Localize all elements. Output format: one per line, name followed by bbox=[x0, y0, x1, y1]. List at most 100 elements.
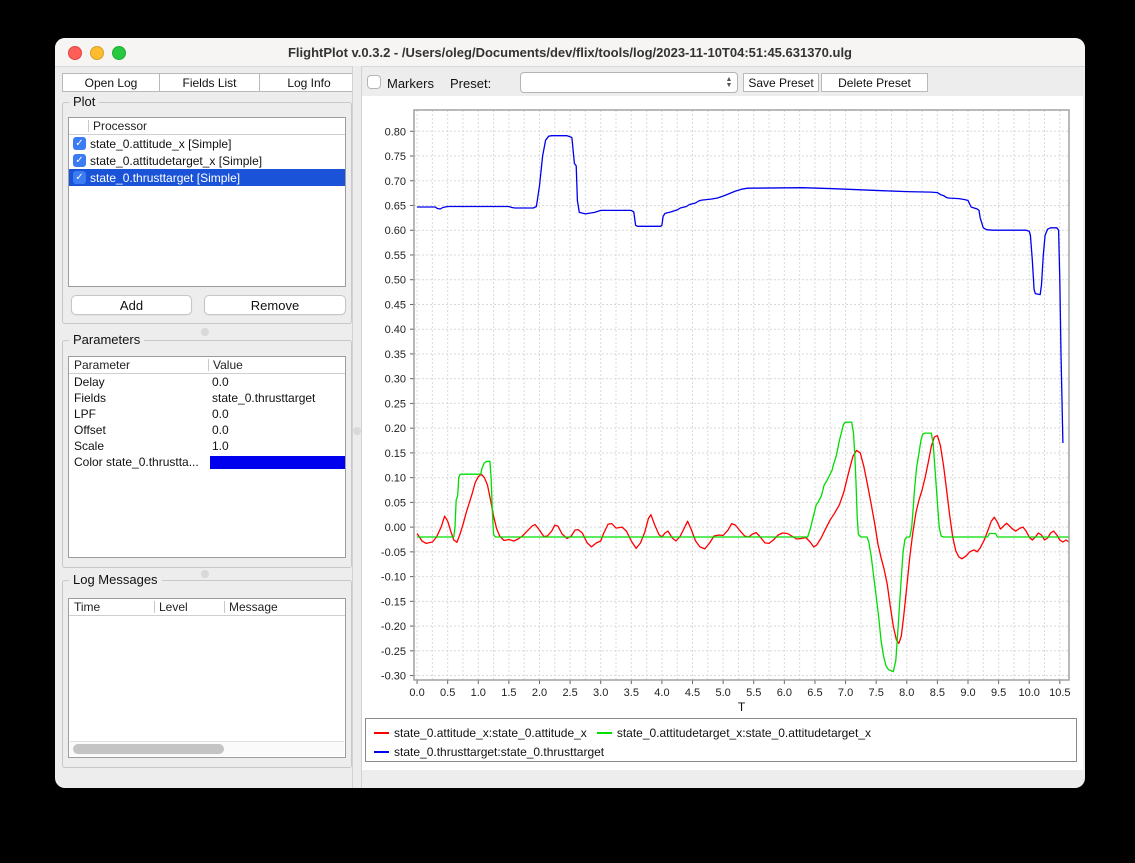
x-axis-tick-label: 6.0 bbox=[777, 687, 792, 699]
parameter-row[interactable]: Offset0.0 bbox=[69, 422, 345, 438]
y-axis-tick-label: 0.05 bbox=[385, 497, 406, 509]
log-messages-table[interactable]: Time Level Message bbox=[68, 598, 346, 758]
chart-legend: state_0.attitude_x:state_0.attitude_xsta… bbox=[365, 718, 1077, 762]
legend-entry: state_0.thrusttarget:state_0.thrusttarge… bbox=[374, 745, 604, 759]
plot-group-title: Plot bbox=[69, 94, 99, 109]
legend-line-swatch-icon bbox=[597, 732, 612, 734]
combobox-stepper-icon[interactable]: ▲▼ bbox=[721, 73, 737, 92]
horizontal-splitter-grip[interactable] bbox=[201, 328, 209, 336]
time-column-header[interactable]: Time bbox=[69, 600, 154, 614]
plot-group: Plot Processor ✓state_0.attitude_x [Simp… bbox=[62, 102, 352, 324]
save-preset-button[interactable]: Save Preset bbox=[743, 73, 819, 92]
x-axis-tick-label: 5.0 bbox=[715, 687, 730, 699]
flightplot-window: FlightPlot v.0.3.2 - /Users/oleg/Documen… bbox=[55, 38, 1085, 788]
parameter-column-header[interactable]: Parameter bbox=[69, 358, 208, 372]
legend-label: state_0.attitudetarget_x:state_0.attitud… bbox=[617, 726, 871, 740]
y-axis-tick-label: 0.75 bbox=[385, 151, 406, 163]
parameters-group: Parameters Parameter Value Delay0.0Field… bbox=[62, 340, 352, 568]
horizontal-splitter-grip[interactable] bbox=[201, 570, 209, 578]
level-column-header[interactable]: Level bbox=[155, 600, 224, 614]
vertical-splitter-grip[interactable] bbox=[353, 427, 361, 435]
flight-data-chart[interactable]: 0.00.51.01.52.02.53.03.54.04.55.05.56.06… bbox=[362, 96, 1083, 716]
plot-list-row[interactable]: ✓state_0.thrusttarget [Simple] bbox=[69, 169, 345, 186]
x-axis-tick-label: 9.5 bbox=[991, 687, 1006, 699]
x-axis-tick-label: 7.0 bbox=[838, 687, 853, 699]
y-axis-tick-label: -0.10 bbox=[381, 572, 406, 584]
parameter-value: 0.0 bbox=[208, 375, 229, 389]
markers-checkbox[interactable] bbox=[367, 75, 381, 89]
x-axis-tick-label: 3.0 bbox=[593, 687, 608, 699]
parameter-row[interactable]: Scale1.0 bbox=[69, 438, 345, 454]
y-axis-tick-label: 0.25 bbox=[385, 398, 406, 410]
x-axis-tick-label: 10.0 bbox=[1018, 687, 1039, 699]
x-axis-tick-label: 9.0 bbox=[960, 687, 975, 699]
plot-item-checkbox[interactable]: ✓ bbox=[73, 171, 86, 184]
plot-item-label: state_0.attitude_x [Simple] bbox=[90, 137, 231, 151]
plot-item-checkbox[interactable]: ✓ bbox=[73, 137, 86, 150]
parameter-row[interactable]: Delay0.0 bbox=[69, 374, 345, 390]
plot-list-row[interactable]: ✓ state_0.attitude_x [Simple] bbox=[69, 135, 345, 152]
horizontal-scrollbar[interactable] bbox=[70, 741, 344, 756]
parameter-row[interactable]: Fieldsstate_0.thrusttarget bbox=[69, 390, 345, 406]
scrollbar-thumb[interactable] bbox=[73, 744, 224, 754]
remove-button[interactable]: Remove bbox=[204, 295, 346, 315]
open-log-button[interactable]: Open Log bbox=[62, 73, 160, 92]
close-window-button[interactable] bbox=[68, 46, 82, 60]
parameter-name: Offset bbox=[69, 423, 208, 437]
y-axis-tick-label: -0.30 bbox=[381, 671, 406, 683]
window-controls bbox=[68, 46, 126, 60]
parameter-name: Delay bbox=[69, 375, 208, 389]
x-axis-tick-label: 4.5 bbox=[685, 687, 700, 699]
y-axis-tick-label: 0.00 bbox=[385, 522, 406, 534]
parameter-value: 1.0 bbox=[208, 439, 229, 453]
x-axis-tick-label: 0.5 bbox=[440, 687, 455, 699]
processor-column-header[interactable]: Processor bbox=[89, 119, 147, 133]
parameter-value: 0.0 bbox=[208, 423, 229, 437]
x-axis-title: T bbox=[738, 700, 746, 714]
y-axis-tick-label: 0.10 bbox=[385, 473, 406, 485]
desktop-background: FlightPlot v.0.3.2 - /Users/oleg/Documen… bbox=[0, 0, 1135, 863]
y-axis-tick-label: 0.15 bbox=[385, 448, 406, 460]
value-column-header[interactable]: Value bbox=[209, 358, 243, 372]
chart-panel: 0.00.51.01.52.02.53.03.54.04.55.05.56.06… bbox=[362, 96, 1083, 770]
delete-preset-button[interactable]: Delete Preset bbox=[821, 73, 928, 92]
vertical-splitter[interactable] bbox=[352, 66, 362, 788]
window-title: FlightPlot v.0.3.2 - /Users/oleg/Documen… bbox=[288, 45, 852, 60]
fields-list-button[interactable]: Fields List bbox=[159, 73, 260, 92]
x-axis-tick-label: 1.5 bbox=[501, 687, 516, 699]
color-swatch[interactable] bbox=[210, 456, 345, 469]
legend-entry: state_0.attitudetarget_x:state_0.attitud… bbox=[597, 726, 871, 740]
add-button[interactable]: Add bbox=[71, 295, 192, 315]
y-axis-tick-label: 0.50 bbox=[385, 275, 406, 287]
x-axis-tick-label: 2.5 bbox=[562, 687, 577, 699]
legend-line-swatch-icon bbox=[374, 732, 389, 734]
markers-label: Markers bbox=[387, 76, 434, 91]
y-axis-tick-label: -0.05 bbox=[381, 547, 406, 559]
x-axis-tick-label: 5.5 bbox=[746, 687, 761, 699]
preset-combobox[interactable]: ▲▼ bbox=[520, 72, 738, 93]
parameters-table[interactable]: Parameter Value Delay0.0Fieldsstate_0.th… bbox=[68, 356, 346, 558]
title-bar[interactable]: FlightPlot v.0.3.2 - /Users/oleg/Documen… bbox=[55, 38, 1085, 67]
x-axis-tick-label: 1.0 bbox=[471, 687, 486, 699]
parameter-row[interactable]: LPF0.0 bbox=[69, 406, 345, 422]
minimize-window-button[interactable] bbox=[90, 46, 104, 60]
parameter-name: LPF bbox=[69, 407, 208, 421]
parameter-row[interactable]: Color state_0.thrustta... bbox=[69, 454, 345, 470]
x-axis-tick-label: 8.5 bbox=[930, 687, 945, 699]
message-column-header[interactable]: Message bbox=[225, 600, 278, 614]
x-axis-tick-label: 4.0 bbox=[654, 687, 669, 699]
legend-line-swatch-icon bbox=[374, 751, 389, 753]
log-info-button[interactable]: Log Info bbox=[259, 73, 359, 92]
plot-item-checkbox[interactable]: ✓ bbox=[73, 154, 86, 167]
plot-table[interactable]: Processor ✓state_0.attitude_x [Simple]✓s… bbox=[68, 117, 346, 287]
plot-list-row[interactable]: ✓state_0.attitudetarget_x [Simple] bbox=[69, 152, 345, 169]
y-axis-tick-label: 0.45 bbox=[385, 299, 406, 311]
legend-label: state_0.attitude_x:state_0.attitude_x bbox=[394, 726, 587, 740]
parameter-name: Scale bbox=[69, 439, 208, 453]
y-axis-tick-label: 0.20 bbox=[385, 423, 406, 435]
y-axis-tick-label: 0.60 bbox=[385, 225, 406, 237]
zoom-window-button[interactable] bbox=[112, 46, 126, 60]
y-axis-tick-label: 0.80 bbox=[385, 126, 406, 138]
parameter-name: Fields bbox=[69, 391, 208, 405]
y-axis-tick-label: 0.70 bbox=[385, 176, 406, 188]
